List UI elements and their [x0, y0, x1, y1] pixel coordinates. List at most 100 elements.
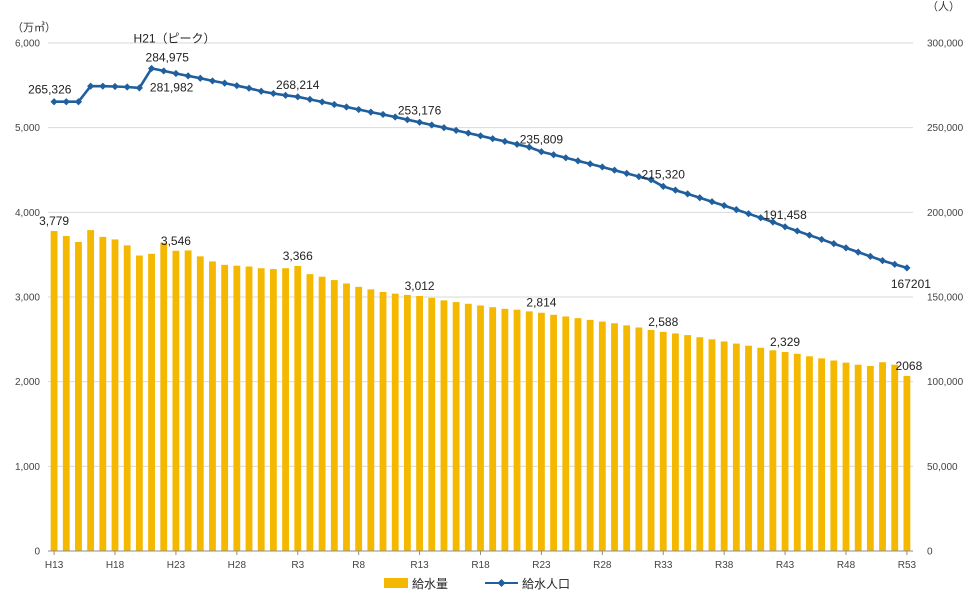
line-data-label: 281,982 — [150, 81, 194, 95]
bar-water-volume — [538, 312, 545, 551]
population-point — [415, 118, 424, 126]
population-point — [842, 244, 850, 252]
population-point — [476, 132, 485, 140]
bar-water-volume — [623, 325, 631, 551]
bar-water-volume — [50, 231, 58, 551]
population-point — [281, 91, 290, 99]
population-point — [428, 121, 436, 129]
bar-water-volume — [148, 253, 155, 551]
bar-water-volume — [209, 261, 216, 551]
left-axis-tick-label: 4,000 — [15, 208, 40, 219]
bar-water-volume — [818, 358, 826, 551]
population-point — [306, 95, 314, 103]
population-point — [562, 154, 570, 162]
population-point — [135, 84, 143, 92]
bar-water-volume — [866, 366, 874, 551]
population-point — [769, 218, 777, 226]
bar-water-volume — [306, 274, 314, 551]
bar-data-label: 2,329 — [770, 335, 800, 349]
bar-water-volume — [196, 256, 204, 551]
bar-water-volume — [891, 364, 899, 551]
bar-water-volume — [879, 362, 886, 551]
population-point — [805, 231, 814, 239]
x-axis-tick-label: R33 — [654, 560, 673, 571]
population-point — [196, 74, 204, 82]
population-point — [367, 108, 375, 116]
bar-water-volume — [99, 236, 107, 552]
line-data-label: 191,458 — [763, 208, 807, 222]
right-axis-tick-label: 100,000 — [927, 377, 964, 388]
bar-water-volume — [684, 335, 692, 551]
x-axis-tick-label: R48 — [837, 560, 856, 571]
population-point — [878, 256, 887, 265]
population-point — [74, 98, 83, 106]
bar-water-volume — [830, 360, 838, 551]
line-data-label: 167201 — [891, 277, 931, 291]
bar-water-volume — [172, 250, 180, 551]
bar-water-volume — [62, 236, 70, 552]
population-point — [221, 79, 229, 87]
left-axis-unit: （万㎥） — [12, 21, 56, 34]
bar-water-volume — [611, 323, 618, 551]
population-point — [318, 98, 326, 106]
x-axis-tick-label: R43 — [776, 560, 795, 571]
x-axis-tick-label: R53 — [898, 560, 917, 571]
bar-data-label: 2,588 — [648, 315, 678, 329]
bar-water-volume — [123, 245, 131, 551]
population-point — [172, 69, 180, 78]
bar-water-volume — [403, 294, 411, 551]
line-data-label: 284,975 — [146, 50, 190, 64]
population-point — [903, 264, 911, 272]
x-axis-tick-label: H28 — [228, 560, 247, 571]
population-point — [525, 143, 533, 151]
bar-water-volume — [440, 300, 448, 551]
bar-data-label: 3,366 — [283, 249, 313, 263]
bar-water-volume — [598, 321, 606, 551]
bar-water-volume — [391, 293, 399, 551]
bar-water-volume — [257, 268, 265, 551]
bar-series-water-volume — [50, 230, 911, 552]
bar-water-volume — [184, 250, 192, 551]
population-point — [623, 169, 631, 177]
bar-water-volume — [464, 303, 472, 551]
bar-water-volume — [550, 314, 558, 551]
population-point — [355, 105, 363, 114]
population-point — [610, 166, 619, 174]
population-point — [257, 87, 265, 95]
x-axis-tick-label: H23 — [167, 560, 186, 571]
bar-water-volume — [318, 276, 326, 551]
x-axis-tick-label: R38 — [715, 560, 734, 571]
population-point — [464, 129, 472, 137]
x-axis-tick-label: R23 — [532, 560, 551, 571]
bar-water-volume — [269, 269, 277, 551]
bar-water-volume — [745, 345, 752, 551]
bar-water-volume — [793, 353, 801, 551]
x-axis-tick-label: R13 — [410, 560, 429, 571]
line-data-label: 253,176 — [398, 103, 442, 117]
bar-water-volume — [87, 230, 95, 551]
x-axis-tick-label: R18 — [471, 560, 490, 571]
population-point — [781, 223, 789, 231]
left-axis-tick-label: 3,000 — [15, 293, 40, 304]
x-axis-tick-label: H18 — [106, 560, 125, 571]
x-axis-tick-label: R8 — [352, 560, 365, 571]
bar-water-volume — [562, 316, 570, 551]
left-axis-tick-label: 5,000 — [15, 123, 40, 134]
line-data-label: 268,214 — [276, 78, 320, 92]
bar-water-volume — [757, 347, 765, 551]
bar-water-volume — [781, 352, 789, 551]
population-point — [598, 163, 606, 171]
population-point — [452, 126, 460, 134]
bar-water-volume — [696, 337, 704, 551]
axes: 0 0 1,000 50,000 2,000 100,000 3,000 150,000 4,0… — [15, 39, 964, 572]
right-axis-tick-label: 200,000 — [927, 208, 964, 219]
bar-water-volume — [282, 268, 289, 551]
population-point — [208, 77, 217, 85]
peak-annotation: H21（ピーク） — [134, 31, 216, 45]
left-axis-tick-label: 6,000 — [15, 39, 40, 50]
legend-swatch-population-marker — [497, 579, 506, 587]
population-point — [647, 176, 655, 184]
bar-water-volume — [659, 331, 667, 551]
